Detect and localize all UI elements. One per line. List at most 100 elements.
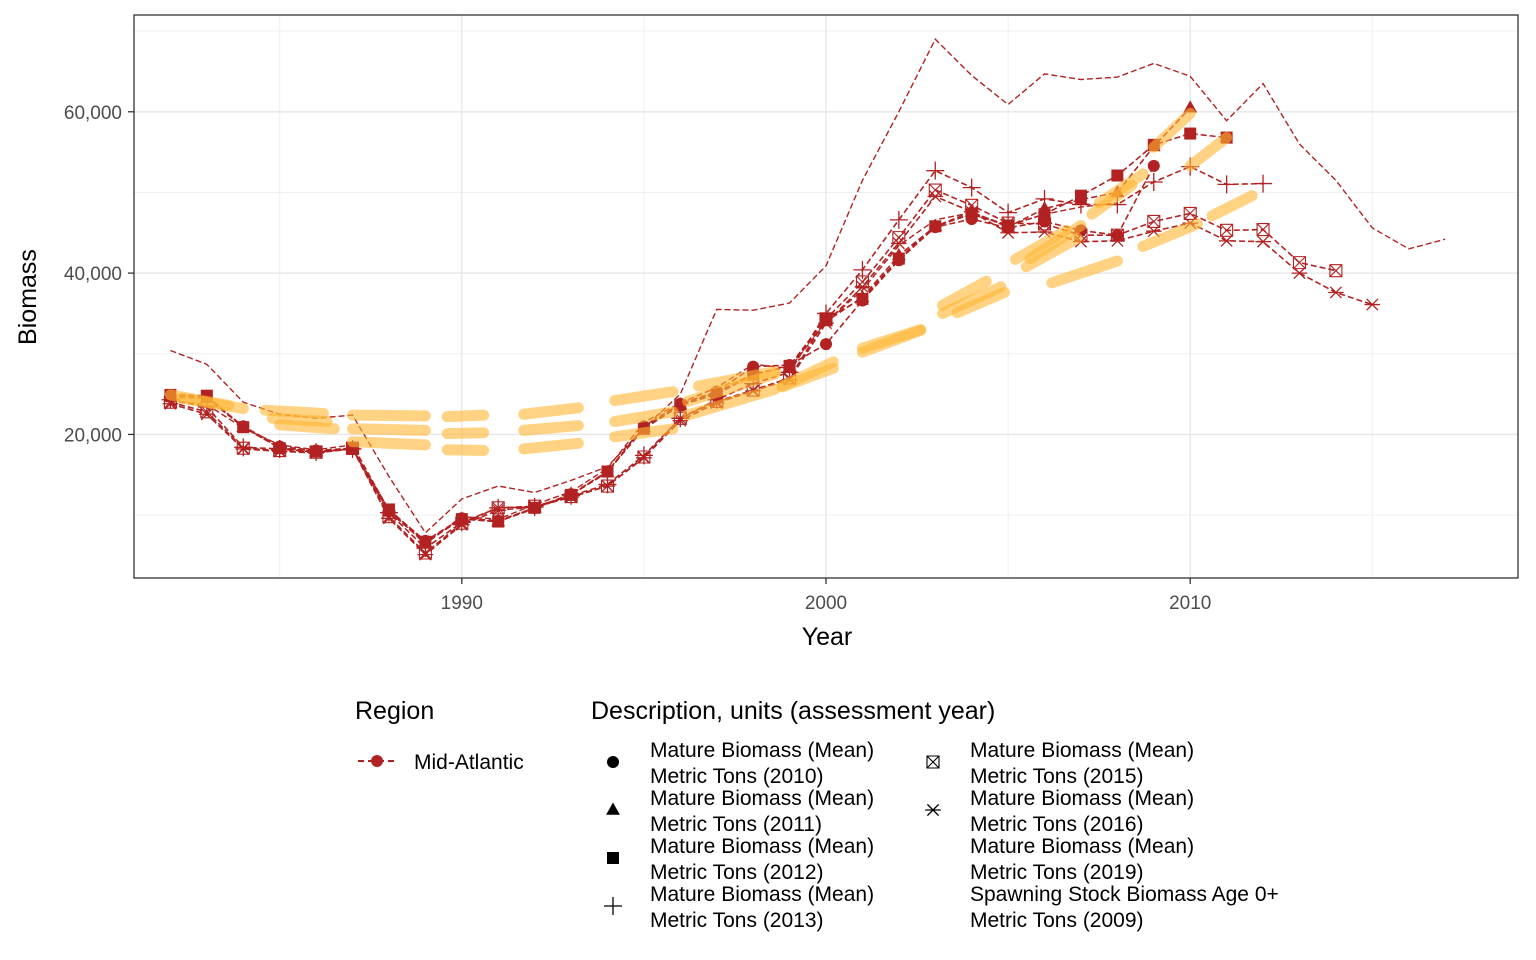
series-3-point: [999, 203, 1018, 222]
trend-segment: [347, 409, 431, 422]
trend-segment: [1148, 107, 1196, 153]
legend-entry-line2: Metric Tons (2009): [970, 909, 1144, 932]
legend-entry-line1: Mature Biomass (Mean): [970, 739, 1194, 762]
series-5-point: [526, 500, 543, 514]
trend-segment: [266, 412, 333, 428]
legend-description-title: Description, units (assessment year): [591, 697, 995, 725]
trend-segment: [1137, 218, 1203, 252]
series-2-point: [892, 252, 905, 265]
series-2-point: [929, 220, 942, 233]
series-5-point: [490, 504, 507, 517]
x-axis: 1990 2000 2010: [441, 578, 1211, 614]
series-5-point: [235, 442, 252, 456]
legend-region-label: Mid-Atlantic: [414, 751, 524, 774]
x-axis-title: Year: [802, 623, 853, 651]
series-5-point: [453, 518, 470, 531]
series-4-point: [1256, 223, 1270, 237]
series-5-point: [1109, 234, 1126, 247]
trend-segment: [518, 420, 584, 436]
y-axis-title: Biomass: [14, 249, 42, 345]
series-5-point: [199, 408, 215, 421]
trend-segment: [175, 392, 249, 415]
legend-entry-line1: Mature Biomass (Mean): [650, 739, 874, 762]
legend-key-triangle-icon: [606, 802, 620, 815]
trend-segment: [441, 444, 490, 457]
series-0-point: [1147, 159, 1160, 172]
trend-segment: [776, 362, 839, 393]
y-tick-label: 20,000: [64, 425, 122, 446]
legend-entry-line1: Mature Biomass (Mean): [970, 787, 1194, 810]
trend-segment: [937, 281, 1007, 319]
trend-segment: [1206, 190, 1258, 222]
series-5-point: [1328, 286, 1344, 299]
trend-segment: [1093, 168, 1149, 209]
trend-segments: [164, 107, 1258, 457]
series-3-point: [1071, 195, 1090, 214]
trend-segment: [951, 286, 1010, 319]
series-5-point: [599, 479, 616, 493]
series-3-point: [962, 178, 981, 197]
legend-entry-line2: Metric Tons (2016): [970, 813, 1144, 836]
trend-segment: [609, 386, 679, 407]
series-5-point: [1255, 235, 1271, 248]
series-4-point: [855, 275, 869, 289]
y-tick-label: 60,000: [64, 103, 122, 124]
series-5-point: [1291, 267, 1308, 280]
series-3-point: [926, 161, 945, 180]
y-axis: 20,000 40,000 60,000: [64, 103, 134, 446]
series-4-point: [1220, 223, 1234, 237]
series-3-point: [1217, 175, 1236, 194]
legend-key-asterisk-icon: [925, 803, 941, 817]
legend-entry-line1: Mature Biomass (Mean): [650, 883, 874, 906]
series-2-point: [237, 421, 250, 434]
trend-segment: [518, 402, 584, 420]
trend-segment: [259, 404, 329, 419]
series-4-point: [1329, 264, 1343, 278]
legend-entry-line2: Metric Tons (2010): [650, 765, 824, 788]
legend-region: Region Mid-Atlantic: [355, 697, 524, 774]
series-3-point: [1254, 174, 1273, 193]
series-3-point: [1144, 172, 1163, 191]
trend-segment: [441, 427, 490, 440]
series-2-point: [1038, 208, 1051, 221]
series-5-point: [1218, 234, 1235, 247]
legend-region-marker: [371, 755, 383, 767]
trend-segment: [937, 275, 992, 311]
series-5-point: [818, 317, 834, 330]
legend-entry-line1: Mature Biomass (Mean): [650, 835, 874, 858]
series-4-point: [1147, 214, 1161, 229]
x-tick-label: 2000: [805, 593, 847, 614]
series-line-6: [170, 38, 1446, 534]
trend-segment: [856, 324, 927, 354]
legend-key-square-icon: [607, 852, 619, 864]
trend-segment: [347, 436, 431, 451]
legend-entry-line2: Metric Tons (2019): [970, 861, 1144, 884]
series-2-point: [492, 515, 505, 528]
trend-segment: [441, 409, 490, 423]
series-5-point: [891, 237, 907, 250]
legend-region-title: Region: [355, 697, 434, 725]
series-2-point: [1111, 169, 1124, 182]
trend-segment: [1024, 220, 1087, 265]
series-4-point: [1292, 256, 1307, 270]
legend-description: Description, units (assessment year) Mat…: [591, 697, 1279, 932]
series-5-point: [854, 280, 871, 293]
trend-segment: [274, 419, 340, 435]
legend-key-circle-icon: [607, 756, 619, 768]
legend-entry-line2: Metric Tons (2013): [650, 909, 824, 932]
legend-entry-line1: Mature Biomass (Mean): [970, 835, 1194, 858]
trend-segment: [682, 383, 781, 421]
series-5-point: [636, 451, 652, 464]
trend-segment: [693, 366, 781, 392]
series-5-point: [417, 548, 434, 561]
trend-segment: [347, 423, 431, 436]
legend-entry-line1: Mature Biomass (Mean): [650, 787, 874, 810]
x-tick-label: 1990: [441, 593, 483, 614]
plot-area: [133, 14, 1519, 579]
series-5-point: [927, 190, 944, 203]
series-2-point: [1002, 219, 1015, 232]
series-2-point: [856, 292, 869, 305]
series-2-point: [1184, 127, 1197, 140]
y-tick-label: 40,000: [64, 264, 122, 285]
